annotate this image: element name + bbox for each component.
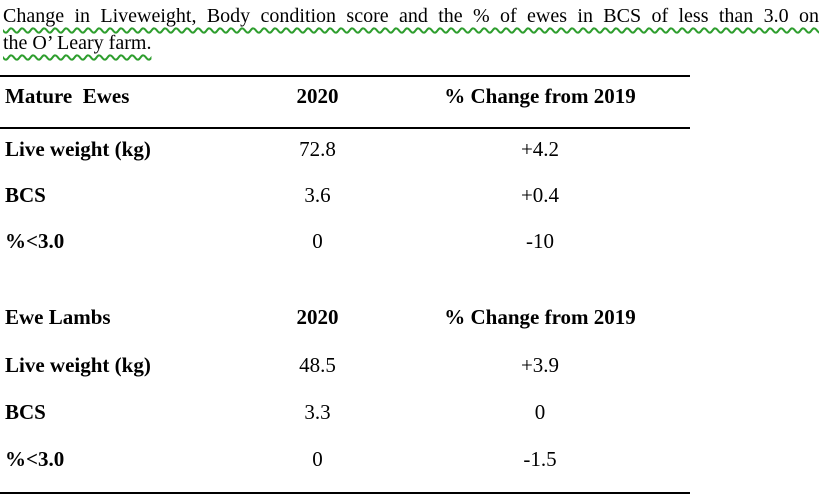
title-line-2: the O’ Leary farm. (3, 32, 152, 54)
table-row-mature-pct-below-3: %<3.0 0 -10 (0, 221, 690, 267)
value-pct-change: -10 (526, 229, 554, 253)
column-header-pct-change-2019: % Change from 2019 (444, 305, 636, 329)
row-label: %<3.0 (5, 229, 65, 253)
value-2020: 0 (312, 229, 323, 253)
value-2020: 48.5 (299, 353, 336, 377)
value-pct-change: 0 (534, 400, 546, 424)
value-2020: 3.6 (304, 183, 331, 207)
bcs-change-table: Mature Ewes 2020 % Change from 2019 Live… (0, 75, 690, 494)
section-title-mature-ewes: Mature Ewes (5, 84, 130, 108)
title-line-1: Change in Liveweight, Body condition sco… (3, 5, 819, 27)
table-row-lambs-bcs: BCS 3.3 0 (0, 392, 690, 439)
value-2020: 3.3 (304, 400, 331, 424)
table-header-rule (0, 127, 690, 129)
row-label: Live weight (kg) (5, 353, 151, 377)
table-row-lambs-live-weight: Live weight (kg) 48.5 +3.9 (0, 345, 690, 392)
mature-ewes-header-row: Mature Ewes 2020 % Change from 2019 (0, 77, 690, 127)
value-pct-change: -1.5 (523, 447, 557, 471)
row-label: Live weight (kg) (5, 137, 151, 161)
value-pct-change: +3.9 (520, 353, 560, 377)
ewe-lambs-header-row: Ewe Lambs 2020 % Change from 2019 (0, 297, 690, 345)
column-header-2020: 2020 (296, 305, 339, 329)
section-title-ewe-lambs: Ewe Lambs (5, 305, 111, 329)
column-header-pct-change-2019: % Change from 2019 (444, 84, 636, 108)
row-label: %<3.0 (5, 447, 65, 471)
table-top-rule (0, 75, 690, 77)
section-gap (0, 267, 690, 297)
value-pct-change: +0.4 (520, 183, 560, 207)
table-row-lambs-pct-below-3: %<3.0 0 -1.5 (0, 439, 690, 492)
value-pct-change: +4.2 (520, 137, 560, 161)
value-2020: 72.8 (299, 137, 336, 161)
row-label: BCS (5, 400, 46, 424)
table-row-mature-bcs: BCS 3.6 +0.4 (0, 175, 690, 221)
table-row-mature-live-weight: Live weight (kg) 72.8 +4.2 (0, 129, 690, 175)
document-title: Change in Liveweight, Body condition sco… (0, 0, 821, 57)
value-2020: 0 (312, 447, 323, 471)
column-header-2020: 2020 (296, 84, 339, 108)
table-bottom-rule (0, 492, 690, 494)
row-label: BCS (5, 183, 46, 207)
